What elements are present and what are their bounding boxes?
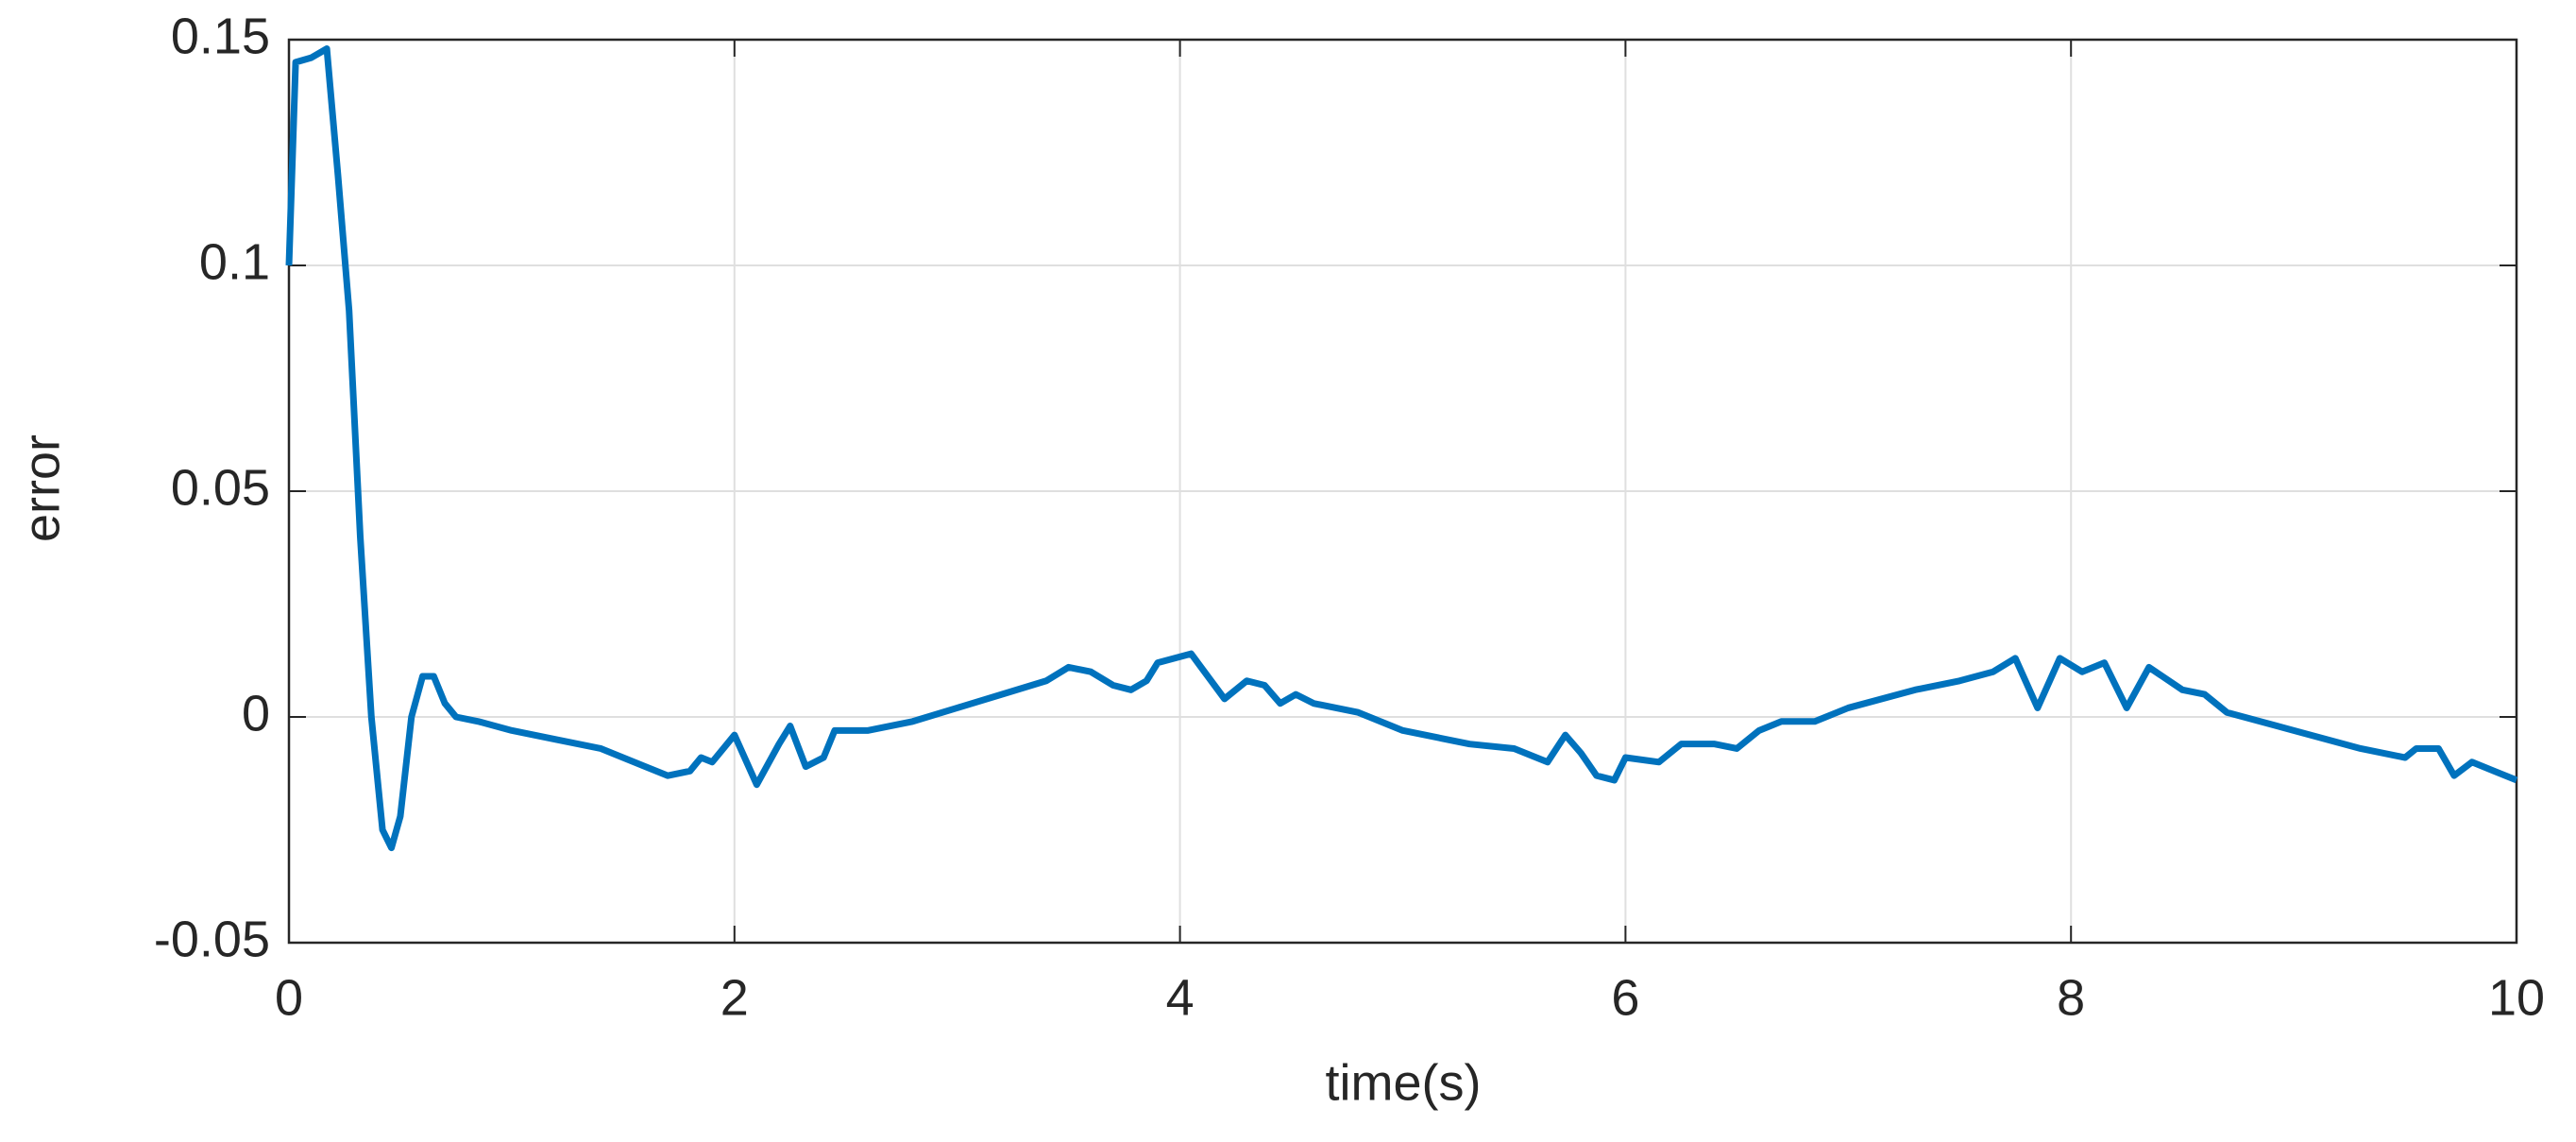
y-tick-label: 0.05: [171, 459, 270, 516]
x-axis-label: time(s): [1326, 1054, 1482, 1111]
x-tick-label: 10: [2488, 969, 2545, 1026]
x-tick-label: 2: [720, 969, 749, 1026]
y-tick-label: 0.1: [199, 233, 270, 290]
x-tick-label: 8: [2057, 969, 2085, 1026]
y-tick-label: -0.05: [154, 911, 270, 967]
y-tick-label: 0: [242, 685, 270, 741]
y-tick-label: 0.15: [171, 8, 270, 64]
x-tick-label: 4: [1166, 969, 1195, 1026]
data-line: [285, 45, 2518, 852]
x-tick-label: 6: [1611, 969, 1639, 1026]
axes-box: [287, 38, 2518, 945]
y-axis-label: error: [13, 435, 70, 542]
x-tick-label: 0: [275, 969, 303, 1026]
